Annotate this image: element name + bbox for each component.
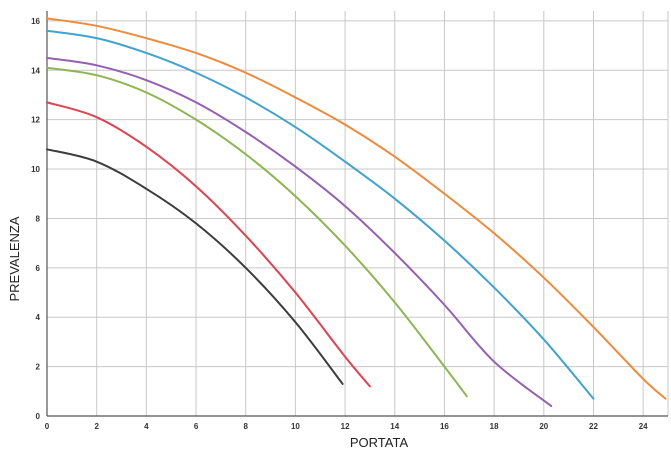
y-tick-label: 2 (36, 363, 41, 372)
series-line-4 (46, 56, 553, 408)
x-tick-label: 4 (144, 422, 149, 431)
x-tick-labels: 0 2 4 6 8 10 12 14 16 18 20 22 24 (45, 422, 648, 431)
y-tick-label: 8 (36, 214, 41, 223)
x-tick-label: 14 (390, 422, 399, 431)
y-tick-label: 12 (31, 116, 40, 125)
y-tick-label: 0 (36, 412, 41, 421)
x-tick-label: 12 (341, 422, 350, 431)
x-tick-label: 22 (589, 422, 598, 431)
series-line-3 (46, 66, 468, 398)
series-line-6 (46, 17, 667, 400)
y-axis-title: PREVALENZA (7, 216, 22, 301)
x-tick-label: 2 (94, 422, 99, 431)
series-line-1 (46, 148, 344, 385)
x-tick-label: 24 (639, 422, 648, 431)
x-axis-title: PORTATA (350, 435, 409, 450)
y-tick-label: 16 (31, 17, 40, 26)
axes (46, 11, 668, 417)
series-line-5 (46, 29, 595, 400)
series-group (46, 17, 667, 408)
y-tick-label: 10 (31, 165, 40, 174)
x-tick-label: 20 (539, 422, 548, 431)
y-tick-label: 6 (36, 264, 41, 273)
x-tick-label: 16 (440, 422, 449, 431)
x-tick-label: 0 (45, 422, 50, 431)
plot-area (47, 11, 668, 416)
x-tick-label: 18 (490, 422, 499, 431)
y-tick-label: 4 (36, 313, 41, 322)
y-tick-label: 14 (31, 66, 40, 75)
series-line-2 (46, 101, 371, 388)
grid (46, 11, 669, 417)
x-tick-label: 8 (243, 422, 248, 431)
y-tick-labels: 0 2 4 6 8 10 12 14 16 (31, 17, 40, 421)
x-tick-label: 6 (194, 422, 199, 431)
x-tick-label: 10 (291, 422, 300, 431)
